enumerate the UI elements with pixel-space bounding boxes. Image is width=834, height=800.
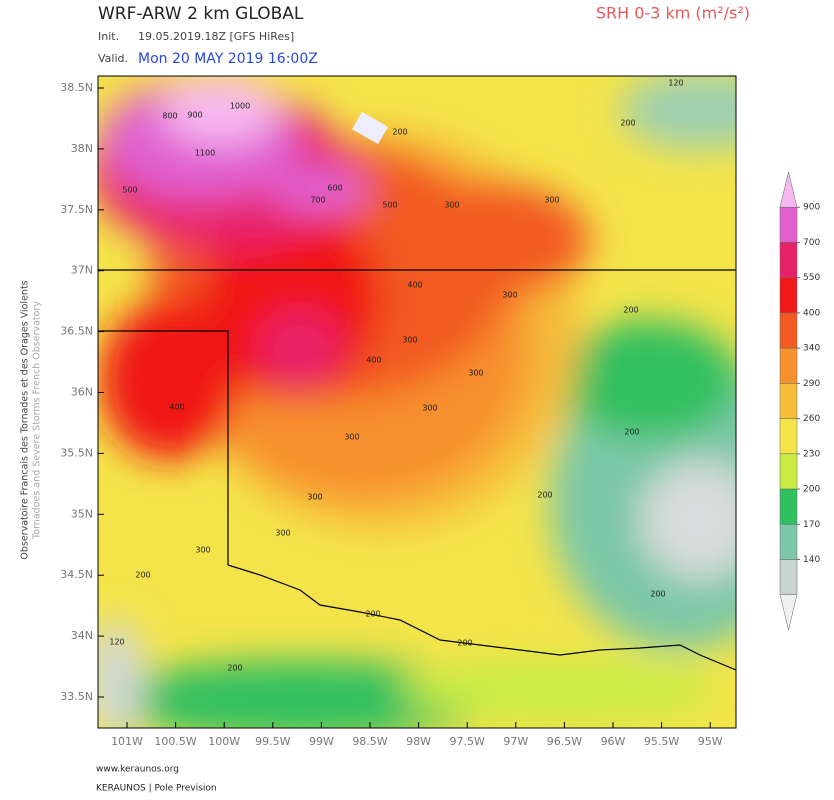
- lat-label: 38N: [71, 142, 93, 155]
- lat-label: 36.5N: [60, 325, 93, 338]
- contour-label: 200: [624, 428, 639, 437]
- colorbar-cell: [779, 347, 798, 384]
- contour-label: 200: [227, 664, 242, 673]
- colorbar-label: 140: [803, 555, 820, 565]
- colorbar-label: 550: [803, 273, 820, 283]
- colorbar-label: 340: [803, 344, 820, 354]
- side-label: Tornadoes and Severe Storms French Obser…: [32, 301, 43, 540]
- colorbar-label: 700: [803, 238, 820, 248]
- lat-label: 34N: [71, 629, 93, 642]
- contour-label: 200: [623, 306, 638, 315]
- contour-label: 300: [195, 546, 210, 555]
- lat-label: 38.5N: [60, 81, 93, 94]
- lon-label: 97.5W: [450, 735, 485, 748]
- lon-label: 96.5W: [547, 735, 582, 748]
- colorbar-end: [779, 594, 798, 631]
- contour-label: 200: [365, 610, 380, 619]
- contour-label: 300: [544, 196, 559, 205]
- contour-label: 200: [537, 491, 552, 500]
- contour-label: 200: [650, 590, 665, 599]
- lat-label: 35N: [71, 507, 93, 520]
- init: 19.05.2019.18Z [GFS HiRes]: [138, 30, 294, 43]
- contour-label: 700: [310, 196, 325, 205]
- colorbar-label: 900: [803, 203, 820, 213]
- valid: Mon 20 MAY 2019 16:00Z: [138, 51, 318, 67]
- footer-site: www.keraunos.org: [96, 765, 179, 775]
- contour-label: 300: [402, 336, 417, 345]
- lat-label: 37.5N: [60, 203, 93, 216]
- contour-label: 120: [109, 638, 124, 647]
- colorbar-label: 230: [803, 449, 820, 459]
- lon-label: 99W: [309, 735, 334, 748]
- colorbar-cell: [779, 312, 798, 349]
- contour-label: 200: [135, 571, 150, 580]
- contour-label: 300: [307, 493, 322, 502]
- map-frame: [97, 75, 737, 729]
- map-field: 120 200 200 300 300 300 400 400 500 600 …: [98, 76, 736, 728]
- lon-label: 96W: [601, 735, 626, 748]
- colorbar-cell: [779, 524, 798, 560]
- lon-label: 95.5W: [644, 735, 679, 748]
- side-label: Observatoire Francais des Tornades et de…: [20, 280, 31, 559]
- lon-label: 99.5W: [255, 735, 290, 748]
- contour-label: 200: [392, 128, 407, 137]
- lon-label: 98W: [406, 735, 431, 748]
- contour-label: 600: [327, 184, 342, 193]
- contour-label: 200: [457, 639, 472, 648]
- lon-label: 97W: [503, 735, 528, 748]
- lon-label: 95W: [698, 735, 723, 748]
- contour-label: 1000: [230, 102, 250, 111]
- contour-label: 300: [502, 291, 517, 300]
- contour-label: 800: [162, 112, 177, 121]
- lon-label: 98.5W: [352, 735, 387, 748]
- contour-label: 500: [382, 201, 397, 210]
- colorbar-cell: [779, 559, 798, 596]
- lat-label: 35.5N: [60, 446, 93, 459]
- title: WRF-ARW 2 km GLOBAL: [98, 4, 304, 24]
- lat-label: 34.5N: [60, 568, 93, 581]
- lon-label: 100W: [208, 735, 240, 748]
- contour-label: 500: [122, 186, 137, 195]
- colorbar-cell: [779, 206, 798, 243]
- colorbar-cell: [779, 383, 798, 419]
- lat-label: 33.5N: [60, 690, 93, 703]
- footer-credit: KERAUNOS | Pole Prevision: [96, 784, 217, 794]
- contour-label: 300: [275, 529, 290, 538]
- colorbar-cell: [779, 453, 798, 490]
- colorbar-cell: [779, 418, 798, 455]
- colorbar-cell: [779, 242, 798, 278]
- lon-label: 100.5W: [154, 735, 196, 748]
- field: SRH 0-3 km (m²/s²): [596, 4, 750, 23]
- contour-label: 400: [366, 356, 381, 365]
- contour-label: 900: [187, 111, 202, 120]
- contour-label: 400: [169, 403, 184, 412]
- contour-label: 120: [668, 79, 683, 88]
- colorbar-label: 290: [803, 379, 820, 389]
- valid-label: Valid.: [98, 52, 128, 65]
- colorbar-label: 200: [803, 485, 820, 495]
- contour-label: 300: [422, 404, 437, 413]
- colorbar-end: [779, 171, 798, 208]
- init-label: Init.: [98, 30, 119, 43]
- colorbar-label: 260: [803, 414, 820, 424]
- contour-label: 200: [620, 119, 635, 128]
- lat-label: 37N: [71, 264, 93, 277]
- colorbar-label: 400: [803, 308, 820, 318]
- lon-label: 101W: [111, 735, 143, 748]
- contour-label: 400: [407, 281, 422, 290]
- colorbar-cell: [779, 277, 798, 314]
- lat-label: 36N: [71, 386, 93, 399]
- contour-label: 1100: [195, 149, 215, 158]
- colorbar-cell: [779, 488, 798, 525]
- contour-label: 300: [468, 369, 483, 378]
- contour-label: 300: [444, 201, 459, 210]
- contour-label: 300: [344, 433, 359, 442]
- colorbar-label: 170: [803, 520, 820, 530]
